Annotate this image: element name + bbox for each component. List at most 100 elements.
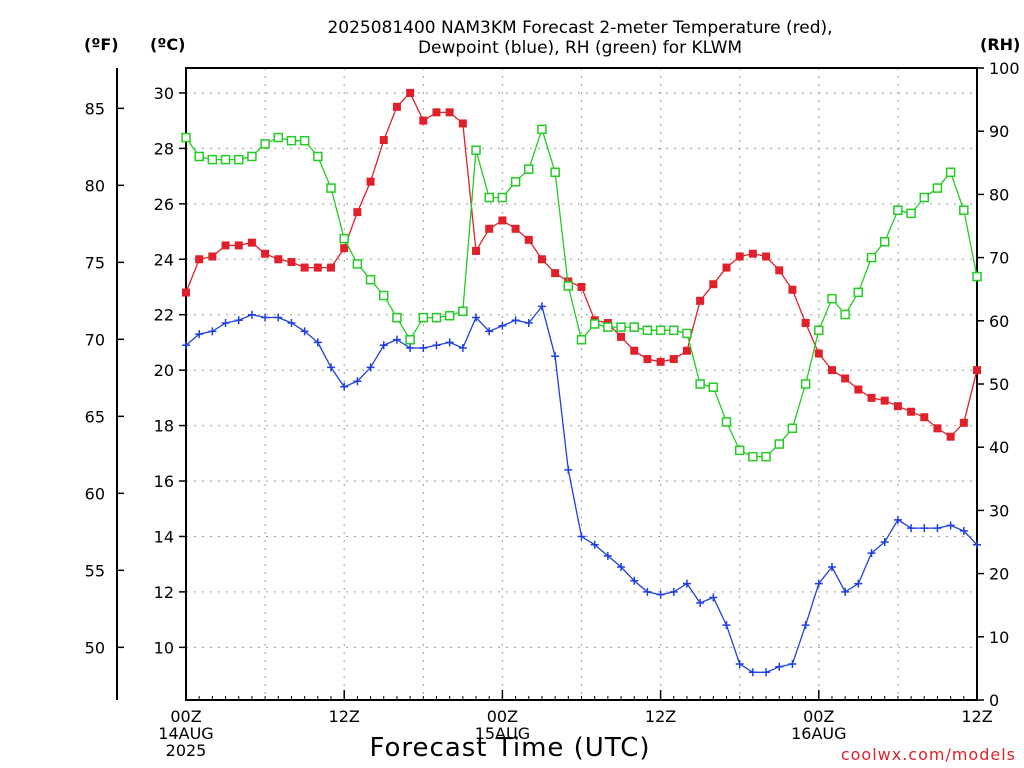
temperature-point [854,385,863,394]
fahrenheit-tick-label: 55 [85,561,105,580]
temperature-point [221,241,230,250]
temperature-point [814,349,823,358]
fahrenheit-tick-label: 80 [85,176,105,195]
dewpoint-point [340,382,349,391]
rh-point [906,208,916,219]
dewpoint-point [287,319,296,328]
dewpoint-point [458,343,467,352]
rh-point [893,205,903,215]
dewpoint-point [419,343,428,352]
dewpoint-point [656,590,665,599]
temperature-point [498,216,507,225]
dewpoint-point [814,579,823,588]
temperature-point [353,208,362,217]
fahrenheit-tick-label: 75 [85,253,105,272]
rh-tick-label: 90 [989,122,1009,141]
rh-point [233,154,244,165]
dewpoint-point [893,515,902,524]
rh-point [379,290,389,301]
dewpoint-point [867,549,876,558]
dewpoint-point [920,524,929,533]
rh-point [365,274,376,285]
dewpoint-point [537,302,546,311]
series-layer [181,88,982,677]
dewpoint-point [274,313,283,322]
dewpoint-point [603,551,612,560]
temperature-point [300,263,309,272]
rh-point [972,271,982,282]
dewpoint-point [182,341,190,350]
rh-point [866,252,877,263]
x-tick-label: 00Z [170,707,201,726]
rh-point [286,135,297,146]
temperature-point [182,288,190,297]
temperature-point [287,258,296,267]
fahrenheit-tick-label: 50 [85,638,105,657]
rh-point [418,312,429,323]
credit-link[interactable]: coolwx.com/models [840,745,1016,764]
x-axis-title: Forecast Time (UTC) [369,733,651,763]
temperature-point [907,407,916,416]
dewpoint-point [854,579,863,588]
dewpoint-point [590,540,599,549]
dewpoint-point [907,524,916,533]
rh-point [339,233,349,244]
celsius-tick-label: 22 [154,306,174,325]
temperature-point [537,255,546,264]
dewpoint-point [722,621,731,630]
dewpoint-point [748,668,757,677]
temperature-point [208,252,217,261]
rh-point [207,154,218,165]
rh-point [655,325,666,336]
dewpoint-point [472,313,481,322]
rh-series [181,124,982,462]
dewpoint-point [762,668,771,677]
temperature-point [551,269,560,278]
rh-point [181,132,191,143]
celsius-tick-label: 12 [154,583,174,602]
rh-point [576,335,587,345]
rh-point [945,167,956,178]
rh-point [761,451,771,462]
rh-point [853,287,864,298]
temperature-point [841,374,850,383]
rh-point [879,237,890,247]
axes: 1012141618202224262830505560657075808501… [85,59,1020,760]
temperature-point [366,177,375,186]
rh-point [721,417,732,427]
temperature-point [893,402,902,411]
temperature-point [511,224,520,233]
temperature-point [379,136,388,145]
temperature-point [630,346,639,355]
fahrenheit-tick-label: 85 [85,99,105,118]
temperature-point [340,244,349,253]
rh-point [194,151,204,162]
rh-point [273,132,284,143]
fahrenheit-tick-label: 60 [85,484,105,503]
dewpoint-point [709,593,718,602]
temperature-point [524,235,533,244]
rh-tick-label: 60 [989,312,1009,331]
temperature-point [643,355,652,364]
temperature-point [327,263,336,272]
dewpoint-point [524,319,533,328]
rh-point [458,306,468,317]
dewpoint-point [379,341,388,350]
dewpoint-point [392,335,401,344]
celsius-unit-label: (ºC) [150,35,186,54]
dewpoint-point [801,621,810,630]
rh-tick-label: 100 [989,59,1020,78]
celsius-tick-label: 30 [154,84,174,103]
dewpoint-point [498,321,507,330]
temperature-point [920,413,929,422]
rh-point [299,135,310,146]
temperature-point [406,88,415,97]
rh-point [589,319,600,329]
chart-title-line-2: Dewpoint (blue), RH (green) for KLWM [417,38,743,58]
rh-point [392,312,402,323]
x-tick-label: 2025 [166,741,207,760]
celsius-tick-label: 10 [154,638,174,657]
dewpoint-point [933,524,942,533]
rh-point [682,328,692,339]
celsius-tick-label: 14 [154,527,174,546]
